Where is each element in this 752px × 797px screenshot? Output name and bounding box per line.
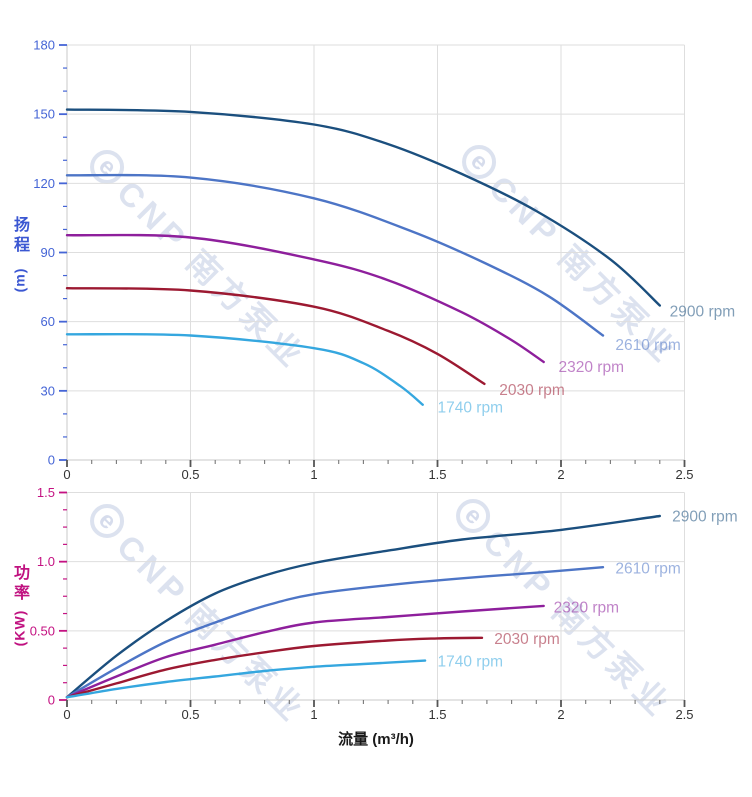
series-label: 2610 rpm — [615, 560, 680, 577]
curve-2030rpm — [65, 636, 484, 699]
y-tick-label: 1.0 — [37, 554, 55, 569]
power-chart: 0 0.50 1.0 1.5 0 0.5 1 1.5 2 2.5 2900 rpm 2610 rpm 2… — [30, 485, 738, 722]
series-label: 2030 rpm — [494, 631, 559, 648]
curve-2610rpm — [65, 173, 605, 337]
x-tick-label: 0 — [63, 467, 70, 482]
series-label: 1740 rpm — [438, 399, 503, 416]
series-label: 1740 rpm — [438, 654, 503, 671]
power-axis-title: 功率 (KW) — [4, 564, 34, 646]
x-tick-label: 0 — [63, 707, 70, 722]
curve-1740rpm — [65, 332, 424, 406]
head-axis-unit: (m) — [11, 267, 27, 293]
x-tick-label: 2 — [557, 707, 564, 722]
curve-2900rpm — [65, 108, 661, 307]
y-tick-label: 90 — [41, 245, 55, 260]
x-tick-label: 0.5 — [181, 467, 199, 482]
power-axis-unit: (KW) — [11, 609, 27, 647]
series-label: 2320 rpm — [559, 359, 624, 376]
series-label: 2320 rpm — [554, 600, 619, 617]
x-tick-label: 1.5 — [428, 707, 446, 722]
series-label: 2900 rpm — [670, 304, 735, 321]
y-tick-label: 30 — [41, 383, 55, 398]
y-tick-label: 120 — [33, 176, 55, 191]
y-tick-label: 60 — [41, 314, 55, 329]
x-tick-label: 2 — [557, 467, 564, 482]
x-tick-label: 2.5 — [675, 707, 693, 722]
head-axis-title: 扬程 (m) — [4, 216, 34, 292]
y-tick-label: 0.50 — [30, 623, 55, 638]
power-axis-title-text: 功率 — [11, 564, 28, 604]
x-tick-label: 1 — [310, 467, 317, 482]
x-tick-label: 1.5 — [428, 467, 446, 482]
curve-2030rpm — [65, 287, 486, 386]
curve-2320rpm — [65, 233, 545, 364]
x-tick-label: 1 — [310, 707, 317, 722]
series-label: 2030 rpm — [499, 382, 564, 399]
y-tick-label: 1.5 — [37, 485, 55, 500]
y-tick-label: 0 — [48, 453, 55, 468]
curve-2900rpm — [65, 514, 661, 699]
flow-axis-title: 流量 (m³/h) — [338, 731, 414, 748]
curve-2320rpm — [65, 604, 545, 699]
series-label: 2610 rpm — [615, 337, 680, 354]
head-chart: 0 30 60 90 120 150 180 0 0.5 1 1.5 2 2.5 2900 rpm 2610… — [33, 38, 735, 482]
series-label: 2900 rpm — [672, 508, 737, 525]
head-axis-title-text: 扬程 — [11, 216, 28, 256]
x-tick-label: 0.5 — [181, 707, 199, 722]
x-tick-label: 2.5 — [675, 467, 693, 482]
curve-1740rpm — [65, 659, 427, 699]
y-tick-label: 180 — [33, 38, 55, 53]
y-tick-label: 150 — [33, 107, 55, 122]
y-tick-label: 0 — [48, 693, 55, 708]
curve-2610rpm — [65, 566, 605, 699]
